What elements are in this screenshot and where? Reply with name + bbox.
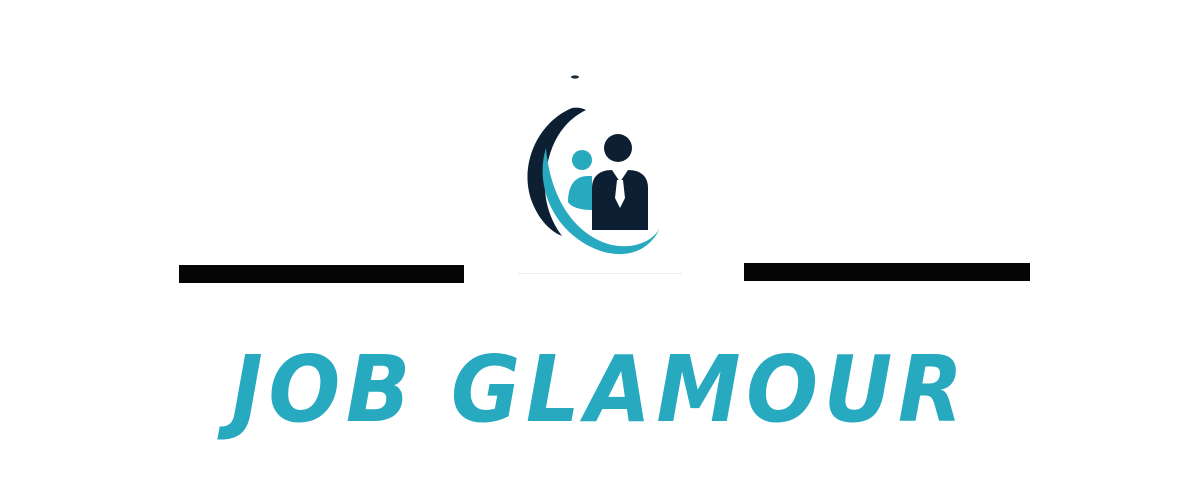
business-person-icon — [500, 70, 700, 280]
brand-name: JOB GLAMOUR — [231, 336, 969, 443]
right-divider-bar — [744, 263, 1030, 281]
left-divider-bar — [179, 265, 464, 283]
